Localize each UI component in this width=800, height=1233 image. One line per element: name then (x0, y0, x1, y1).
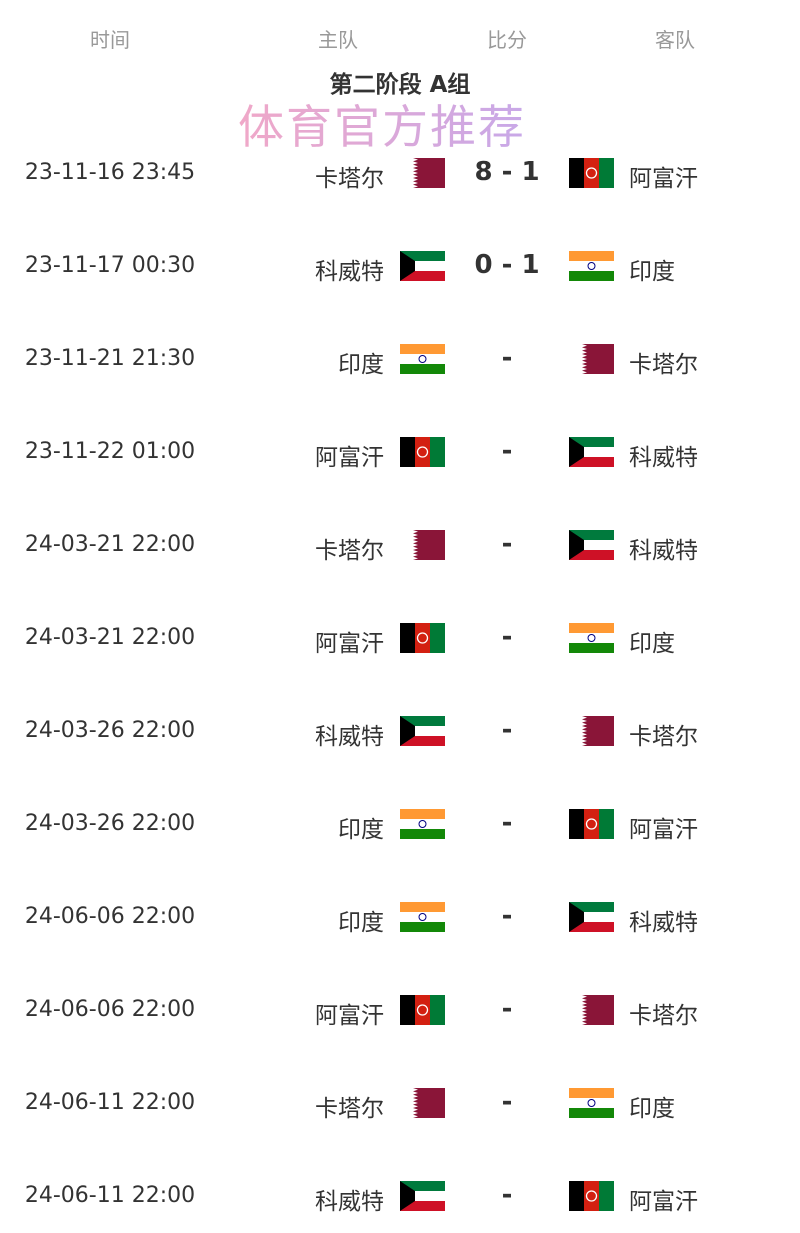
match-time: 24-03-26 22:00 (24, 811, 196, 836)
match-time: 24-03-21 22:00 (24, 532, 196, 557)
home-team: 卡塔尔 (315, 538, 384, 564)
match-score: - (501, 622, 513, 652)
india-flag-icon (569, 1088, 614, 1118)
match-score: - (501, 901, 513, 931)
match-time: 24-06-06 22:00 (24, 997, 196, 1022)
header-home: 主队 (318, 28, 358, 52)
away-team: 卡塔尔 (629, 352, 698, 378)
match-time: 23-11-17 00:30 (24, 253, 196, 278)
header-score: 比分 (487, 28, 527, 52)
match-row[interactable]: 24-03-21 22:00 卡塔尔 - 科威特 (0, 515, 800, 575)
qatar-flag-icon (400, 1088, 445, 1118)
match-score: 0 - 1 (474, 250, 540, 280)
kuwait-flag-icon (569, 437, 614, 467)
away-team: 卡塔尔 (629, 1003, 698, 1029)
qatar-flag-icon (400, 158, 445, 188)
match-row[interactable]: 24-03-26 22:00 科威特 - 卡塔尔 (0, 701, 800, 761)
match-score: - (501, 343, 513, 373)
match-row[interactable]: 23-11-17 00:30 科威特 0 - 1 印度 (0, 236, 800, 296)
afghanistan-flag-icon (569, 809, 614, 839)
match-time: 24-06-11 22:00 (24, 1183, 196, 1208)
match-score: - (501, 529, 513, 559)
match-score: - (501, 1180, 513, 1210)
afghanistan-flag-icon (569, 158, 614, 188)
match-row[interactable]: 24-03-21 22:00 阿富汗 - 印度 (0, 608, 800, 668)
india-flag-icon (569, 251, 614, 281)
afghanistan-flag-icon (569, 1181, 614, 1211)
away-team: 科威特 (629, 538, 698, 564)
kuwait-flag-icon (569, 530, 614, 560)
afghanistan-flag-icon (400, 437, 445, 467)
home-team: 卡塔尔 (315, 166, 384, 192)
match-row[interactable]: 24-06-11 22:00 卡塔尔 - 印度 (0, 1073, 800, 1133)
match-row[interactable]: 24-06-06 22:00 印度 - 科威特 (0, 887, 800, 947)
kuwait-flag-icon (400, 251, 445, 281)
match-time: 23-11-21 21:30 (24, 346, 196, 371)
home-team: 阿富汗 (315, 631, 384, 657)
group-title: 第二阶段 A组 (329, 72, 471, 98)
home-team: 科威特 (315, 724, 384, 750)
kuwait-flag-icon (400, 1181, 445, 1211)
india-flag-icon (400, 902, 445, 932)
match-row[interactable]: 24-06-06 22:00 阿富汗 - 卡塔尔 (0, 980, 800, 1040)
match-row[interactable]: 23-11-16 23:45 卡塔尔 8 - 1 阿富汗 (0, 143, 800, 203)
home-team: 印度 (338, 817, 384, 843)
home-team: 阿富汗 (315, 1003, 384, 1029)
header-away: 客队 (655, 28, 695, 52)
away-team: 阿富汗 (629, 1189, 698, 1215)
match-score: - (501, 715, 513, 745)
away-team: 印度 (629, 1096, 675, 1122)
match-time: 23-11-16 23:45 (24, 160, 196, 185)
match-time: 24-06-06 22:00 (24, 904, 196, 929)
away-team: 印度 (629, 259, 675, 285)
home-team: 卡塔尔 (315, 1096, 384, 1122)
qatar-flag-icon (569, 716, 614, 746)
match-score: - (501, 1087, 513, 1117)
qatar-flag-icon (400, 530, 445, 560)
match-row[interactable]: 23-11-21 21:30 印度 - 卡塔尔 (0, 329, 800, 389)
match-score: - (501, 808, 513, 838)
kuwait-flag-icon (400, 716, 445, 746)
home-team: 科威特 (315, 259, 384, 285)
afghanistan-flag-icon (400, 623, 445, 653)
home-team: 科威特 (315, 1189, 384, 1215)
match-row[interactable]: 23-11-22 01:00 阿富汗 - 科威特 (0, 422, 800, 482)
kuwait-flag-icon (569, 902, 614, 932)
header-time: 时间 (90, 28, 130, 52)
away-team: 阿富汗 (629, 817, 698, 843)
match-time: 24-06-11 22:00 (24, 1090, 196, 1115)
home-team: 印度 (338, 352, 384, 378)
away-team: 科威特 (629, 445, 698, 471)
home-team: 阿富汗 (315, 445, 384, 471)
india-flag-icon (400, 809, 445, 839)
match-row[interactable]: 24-06-11 22:00 科威特 - 阿富汗 (0, 1166, 800, 1226)
india-flag-icon (400, 344, 445, 374)
match-score: 8 - 1 (474, 157, 540, 187)
afghanistan-flag-icon (400, 995, 445, 1025)
qatar-flag-icon (569, 344, 614, 374)
away-team: 卡塔尔 (629, 724, 698, 750)
match-time: 24-03-26 22:00 (24, 718, 196, 743)
match-time: 23-11-22 01:00 (24, 439, 196, 464)
match-row[interactable]: 24-03-26 22:00 印度 - 阿富汗 (0, 794, 800, 854)
home-team: 印度 (338, 910, 384, 936)
india-flag-icon (569, 623, 614, 653)
qatar-flag-icon (569, 995, 614, 1025)
away-team: 阿富汗 (629, 166, 698, 192)
away-team: 科威特 (629, 910, 698, 936)
match-time: 24-03-21 22:00 (24, 625, 196, 650)
away-team: 印度 (629, 631, 675, 657)
match-score: - (501, 994, 513, 1024)
match-score: - (501, 436, 513, 466)
